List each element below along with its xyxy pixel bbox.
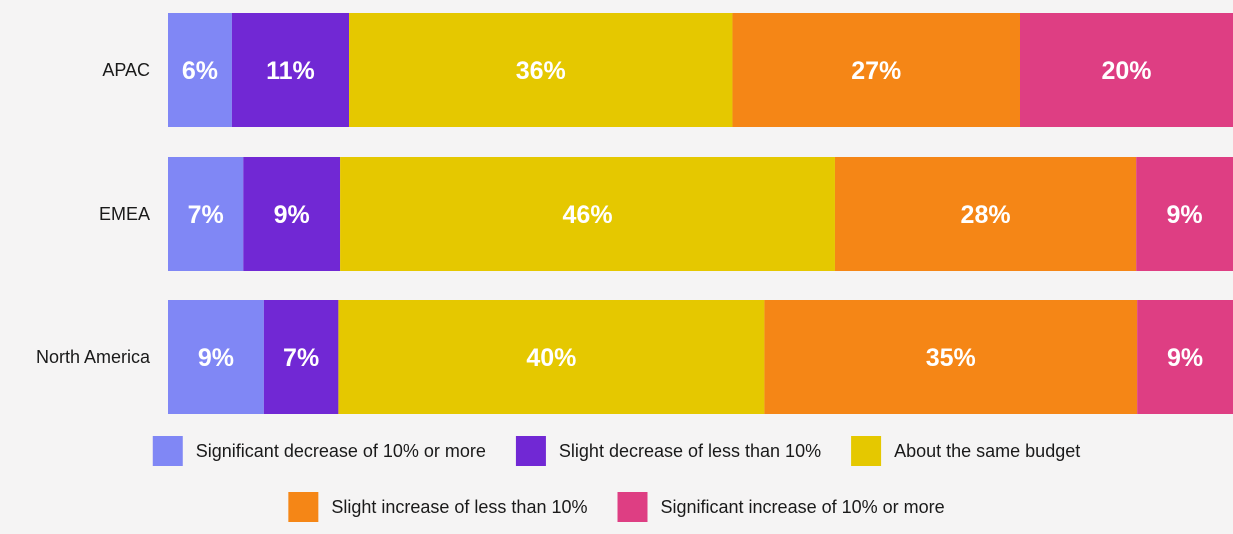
category-label: APAC bbox=[102, 60, 150, 80]
data-label: 9% bbox=[198, 344, 234, 372]
bar-segment-significant-decrease-of-10pct-or-more bbox=[168, 300, 264, 414]
data-label: 6% bbox=[182, 57, 218, 85]
data-label: 27% bbox=[851, 57, 901, 85]
bar-segment-significant-decrease-of-10pct-or-more bbox=[168, 13, 232, 127]
data-label: 40% bbox=[526, 344, 576, 372]
legend-swatch bbox=[851, 436, 882, 466]
data-label: 46% bbox=[563, 201, 613, 229]
data-label: 9% bbox=[1167, 201, 1203, 229]
bar-segment-slight-increase-of-less-than-10pct bbox=[764, 300, 1138, 414]
bar-segment-slight-decrease-of-less-than-10pct bbox=[243, 157, 341, 271]
bar-row-emea: EMEA 7% 9% 46% 28% 9% bbox=[99, 157, 1233, 271]
bar-segment-slight-increase-of-less-than-10pct bbox=[732, 13, 1020, 127]
legend-label: Significant increase of 10% or more bbox=[661, 497, 945, 517]
bar-segment-about-the-same-budget bbox=[338, 300, 765, 414]
legend-label: About the same budget bbox=[894, 441, 1080, 461]
data-label: 35% bbox=[926, 344, 976, 372]
data-label: 28% bbox=[961, 201, 1011, 229]
bar-row-apac: APAC 6% 11% 36% 27% 20% bbox=[102, 13, 1233, 127]
bar-segment-significant-decrease-of-10pct-or-more bbox=[168, 157, 244, 271]
legend-item-significant-increase-of-10pct-or-more: Significant increase of 10% or more bbox=[617, 492, 945, 522]
legend-item-slight-increase-of-less-than-10pct: Slight increase of less than 10% bbox=[288, 492, 588, 522]
data-label: 9% bbox=[274, 201, 310, 229]
bar-segment-slight-increase-of-less-than-10pct bbox=[834, 157, 1137, 271]
legend-swatch bbox=[617, 492, 648, 522]
legend-item-significant-decrease-of-10pct-or-more: Significant decrease of 10% or more bbox=[152, 436, 486, 466]
bar-row-north-america: North America 9% 7% 40% 35% 9% bbox=[36, 300, 1233, 414]
bar-segment-slight-decrease-of-less-than-10pct bbox=[231, 13, 350, 127]
data-label: 7% bbox=[283, 344, 319, 372]
data-label: 36% bbox=[516, 57, 566, 85]
bar-segment-significant-increase-of-10pct-or-more bbox=[1136, 157, 1233, 271]
category-label: EMEA bbox=[99, 204, 150, 224]
bar-segment-significant-increase-of-10pct-or-more bbox=[1137, 300, 1233, 414]
legend-label: Slight increase of less than 10% bbox=[331, 497, 587, 517]
data-label: 7% bbox=[188, 201, 224, 229]
legend: Significant decrease of 10% or more Sligh… bbox=[152, 436, 1080, 522]
bar-segment-significant-increase-of-10pct-or-more bbox=[1020, 13, 1233, 127]
data-label: 9% bbox=[1167, 344, 1203, 372]
legend-swatch bbox=[515, 436, 546, 466]
bar-segment-slight-decrease-of-less-than-10pct bbox=[263, 300, 339, 414]
bar-area: APAC 6% 11% 36% 27% 20%EMEA 7% 9% 46% 28% 9%North … bbox=[36, 13, 1233, 414]
bar-segment-about-the-same-budget bbox=[340, 157, 835, 271]
bar-segment-about-the-same-budget bbox=[349, 13, 733, 127]
category-label: North America bbox=[36, 347, 151, 367]
data-label: 20% bbox=[1101, 57, 1151, 85]
legend-label: Significant decrease of 10% or more bbox=[196, 441, 486, 461]
legend-swatch bbox=[288, 492, 319, 522]
legend-item-slight-decrease-of-less-than-10pct: Slight decrease of less than 10% bbox=[515, 436, 821, 466]
legend-swatch bbox=[152, 436, 183, 466]
legend-item-about-the-same-budget: About the same budget bbox=[851, 436, 1080, 466]
data-label: 11% bbox=[266, 57, 315, 85]
legend-label: Slight decrease of less than 10% bbox=[559, 441, 821, 461]
